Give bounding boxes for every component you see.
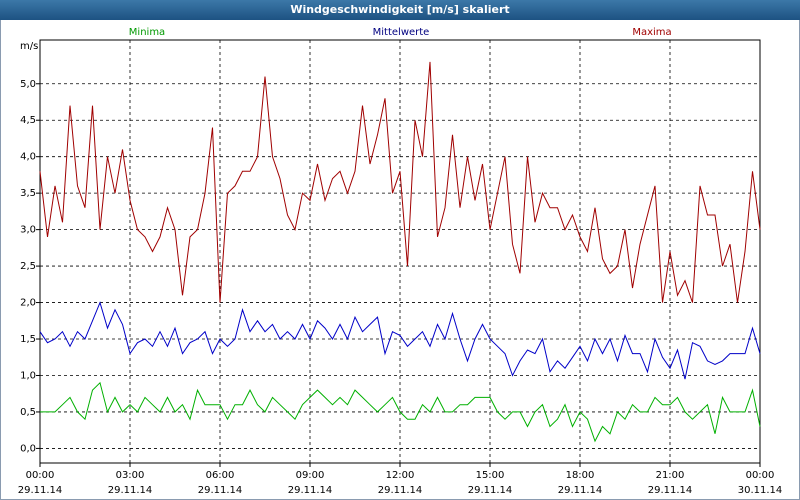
x-tick-date: 29.11.14 bbox=[648, 485, 693, 496]
legend-label: Minima bbox=[129, 27, 165, 38]
y-tick-label: 0,0 bbox=[20, 443, 36, 454]
y-axis-label: m/s bbox=[20, 41, 38, 52]
chart-title: Windgeschwindigkeit [m/s] skaliert bbox=[290, 3, 509, 16]
y-tick-label: 3,5 bbox=[20, 188, 36, 199]
title-bar bbox=[0, 0, 800, 20]
x-tick-label: 00:00 bbox=[746, 470, 775, 481]
y-tick-label: 2,0 bbox=[20, 298, 36, 309]
x-tick-date: 29.11.14 bbox=[108, 485, 153, 496]
x-tick-label: 18:00 bbox=[566, 470, 595, 481]
y-tick-label: 4,5 bbox=[20, 115, 36, 126]
legend-label: Mittelwerte bbox=[373, 27, 430, 38]
x-tick-label: 00:00 bbox=[26, 470, 55, 481]
y-tick-label: 2,5 bbox=[20, 261, 36, 272]
series-line bbox=[40, 381, 761, 443]
x-tick-label: 06:00 bbox=[206, 470, 235, 481]
y-tick-label: 4,0 bbox=[20, 152, 36, 163]
series-line bbox=[39, 61, 761, 303]
y-tick-label: 3,0 bbox=[20, 225, 36, 236]
x-tick-date: 30.11.14 bbox=[738, 485, 783, 496]
x-tick-date: 29.11.14 bbox=[18, 485, 63, 496]
series-line bbox=[39, 301, 761, 380]
y-tick-label: 1,0 bbox=[20, 370, 36, 381]
x-tick-date: 29.11.14 bbox=[288, 485, 333, 496]
x-tick-label: 03:00 bbox=[116, 470, 145, 481]
x-tick-label: 15:00 bbox=[476, 470, 505, 481]
x-tick-label: 09:00 bbox=[296, 470, 325, 481]
x-tick-date: 29.11.14 bbox=[198, 485, 243, 496]
x-tick-label: 21:00 bbox=[656, 470, 685, 481]
x-tick-date: 29.11.14 bbox=[558, 485, 603, 496]
y-tick-label: 5,0 bbox=[20, 79, 36, 90]
y-tick-label: 0,5 bbox=[20, 407, 36, 418]
x-tick-label: 12:00 bbox=[386, 470, 415, 481]
x-tick-date: 29.11.14 bbox=[378, 485, 423, 496]
y-tick-label: 1,5 bbox=[20, 334, 36, 345]
legend-label: Maxima bbox=[632, 27, 671, 38]
x-tick-date: 29.11.14 bbox=[468, 485, 513, 496]
